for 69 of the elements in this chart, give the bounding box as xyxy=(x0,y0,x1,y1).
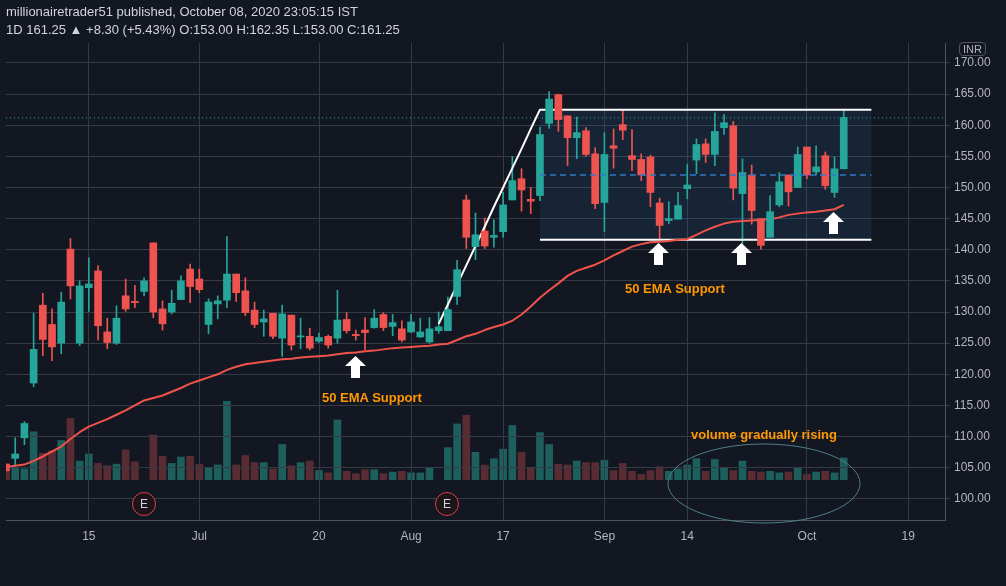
x-tick-label: Jul xyxy=(191,528,207,543)
bar xyxy=(821,470,830,480)
bar xyxy=(646,470,655,480)
bar xyxy=(462,414,471,480)
y-tick-label: 170.00 xyxy=(954,55,992,70)
bar xyxy=(425,467,434,480)
x-tick-label: Aug xyxy=(400,528,422,543)
annotation: 50 EMA Support xyxy=(322,390,422,406)
bar xyxy=(232,464,240,480)
bar xyxy=(315,470,323,480)
y-tick-label: 100.00 xyxy=(954,491,992,506)
x-tick-label: 15 xyxy=(82,528,96,543)
x-tick-label: 17 xyxy=(496,528,511,543)
x-tick-label: 14 xyxy=(680,528,695,543)
bar xyxy=(278,444,287,480)
circle-badge: E xyxy=(132,492,156,516)
y-tick-label: 130.00 xyxy=(954,304,992,319)
candlestick xyxy=(85,257,93,312)
y-tick-label: 155.00 xyxy=(954,148,992,163)
bar xyxy=(398,470,406,480)
bar xyxy=(812,471,820,480)
bar xyxy=(480,464,489,480)
y-axis-title: INR xyxy=(959,42,986,56)
x-tick-label: 20 xyxy=(312,528,326,543)
y-tick-label: 115.00 xyxy=(954,397,991,412)
y-tick-label: 165.00 xyxy=(954,86,992,101)
annotation: 50 EMA Support xyxy=(625,281,725,297)
y-tick-label: 135.00 xyxy=(954,273,992,288)
bar xyxy=(269,468,277,480)
x-tick-label: Oct xyxy=(797,528,817,543)
bar xyxy=(729,470,738,480)
bar xyxy=(57,440,66,480)
bar xyxy=(609,470,618,480)
y-tick-label: 120.00 xyxy=(954,366,992,381)
y-tick-label: 140.00 xyxy=(954,242,992,257)
bar xyxy=(793,467,802,480)
y-tick-label: 105.00 xyxy=(954,460,992,474)
bar xyxy=(305,460,314,480)
x-tick-label: 19 xyxy=(901,528,916,543)
annotation: E xyxy=(442,497,451,511)
bar xyxy=(701,470,710,480)
bar xyxy=(526,467,535,480)
candlestick xyxy=(812,145,820,176)
candlestick xyxy=(490,219,498,248)
candlestick xyxy=(416,317,425,338)
annotation: volume gradually rising xyxy=(691,427,837,443)
y-tick-label: 125.00 xyxy=(954,335,992,350)
bar xyxy=(379,473,388,480)
bar xyxy=(370,469,379,480)
bar xyxy=(342,470,351,480)
bar xyxy=(149,434,158,480)
y-tick-label: 150.00 xyxy=(954,179,992,194)
candlestick xyxy=(361,317,369,351)
bar xyxy=(572,460,581,480)
candlestick xyxy=(11,437,20,467)
bar xyxy=(839,457,848,480)
y-tick-label: 145.00 xyxy=(954,210,992,225)
bar xyxy=(803,474,811,480)
y-tick-label: 110.00 xyxy=(954,428,991,443)
circle-badge: E xyxy=(435,492,459,516)
bar xyxy=(324,472,333,480)
chart-title: millionairetrader51 published, October 08, 2020 23:05:15 IST xyxy=(6,4,358,20)
y-tick-label: 160.00 xyxy=(954,117,992,132)
candlestick xyxy=(683,164,692,200)
annotation: E xyxy=(139,497,148,511)
chart-subtitle: 1D 161.25 ▲ +8.30 (+5.43%) O:153.00 H:162.35 L:153.00 C:161.25 xyxy=(6,22,400,38)
bar xyxy=(259,462,268,480)
candlestick xyxy=(526,187,535,214)
x-tick-label: Sep xyxy=(593,528,616,543)
